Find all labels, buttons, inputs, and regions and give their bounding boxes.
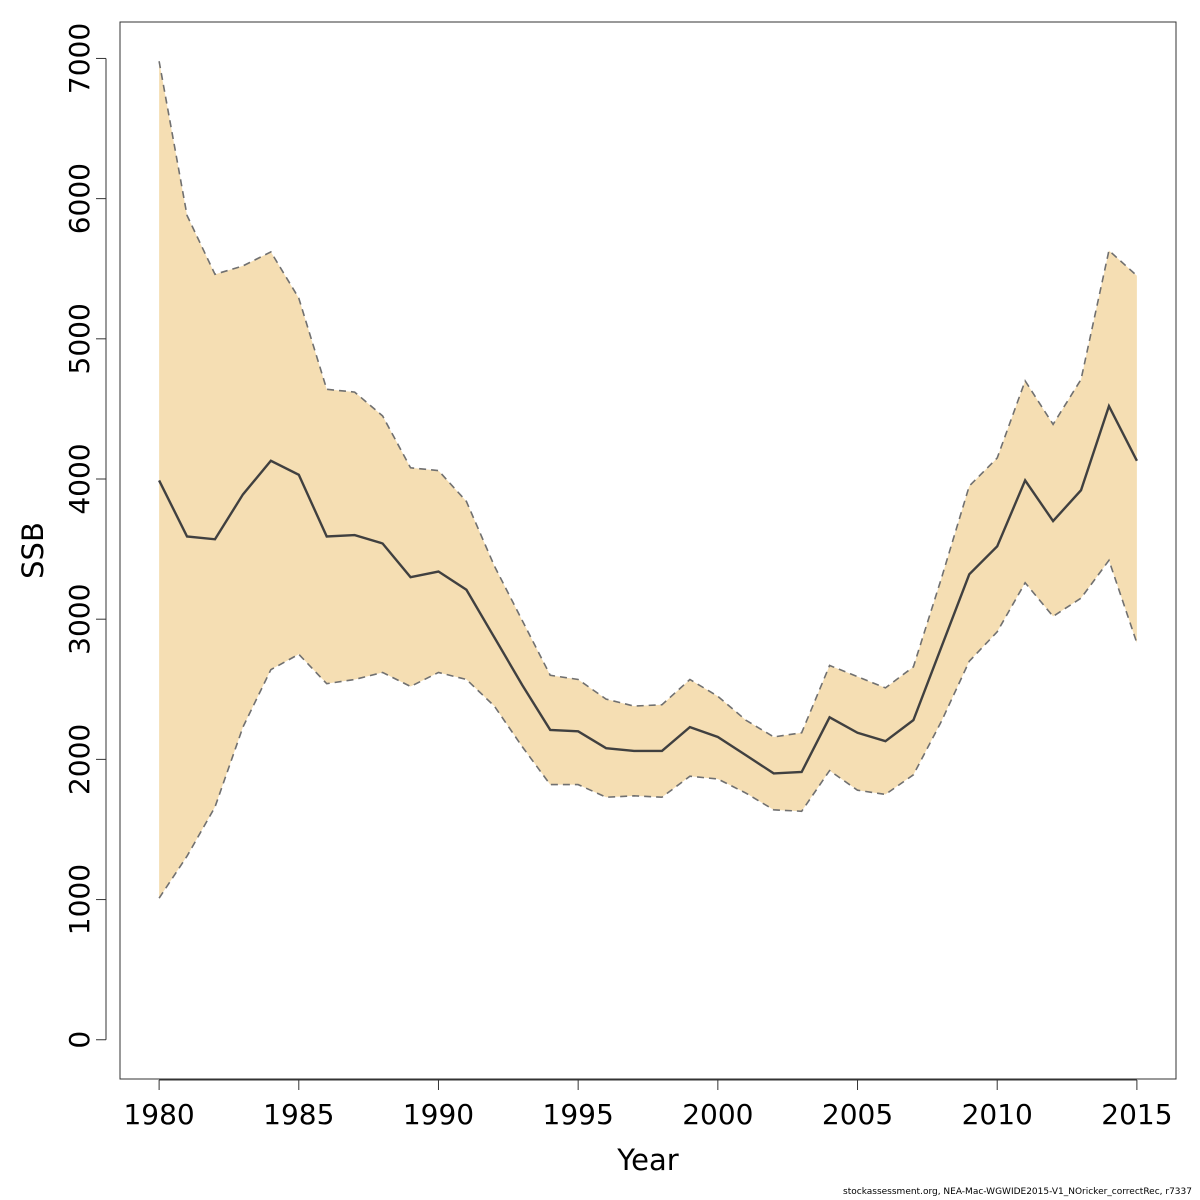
footer-source-note: stockassessment.org, NEA-Mac-WGWIDE2015-… [843, 1187, 1192, 1197]
y-axis: 0 1000 2000 3000 4000 5000 6000 7000 [63, 23, 107, 1049]
x-tick-label: 1995 [543, 1098, 614, 1131]
plot-frame [119, 21, 1177, 1080]
x-tick-label: 2010 [962, 1098, 1033, 1131]
lower-bound-line [158, 558, 1138, 899]
x-tick-label: 1980 [123, 1098, 194, 1131]
y-tick-label: 1000 [63, 864, 96, 935]
confidence-band-layer [159, 61, 1137, 899]
confidence-band [159, 61, 1137, 899]
x-tick-label: 2000 [682, 1098, 753, 1131]
x-tick-label: 1985 [263, 1098, 334, 1131]
y-tick-label: 5000 [63, 303, 96, 374]
y-tick-label: 0 [63, 1031, 96, 1049]
y-tick-label: 3000 [63, 584, 96, 655]
ssb-estimate-line [158, 403, 1138, 775]
upper-bound-line [158, 61, 1138, 738]
y-tick-label: 2000 [63, 724, 96, 795]
x-tick-label: 2015 [1101, 1098, 1172, 1131]
y-axis-label: SSB [16, 522, 50, 579]
y-tick-label: 7000 [63, 23, 96, 94]
x-axis: 1980 1985 1990 1995 2000 2005 2010 2015 [123, 1079, 1173, 1131]
y-tick-label: 6000 [63, 163, 96, 234]
line-layer [158, 61, 1138, 899]
x-axis-label: Year [616, 1143, 678, 1177]
x-tick-label: 2005 [822, 1098, 893, 1131]
x-tick-label: 1990 [403, 1098, 474, 1131]
y-tick-label: 4000 [63, 443, 96, 514]
